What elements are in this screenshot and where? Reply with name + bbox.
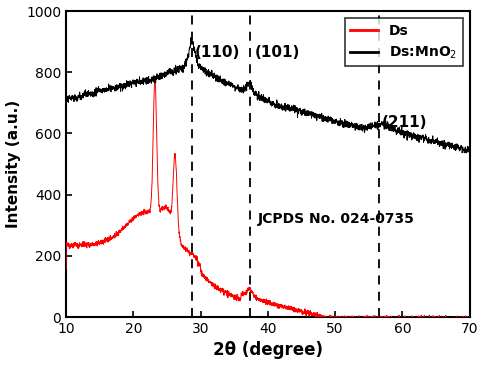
Legend: Ds, Ds:MnO$_2$: Ds, Ds:MnO$_2$ [345,18,463,66]
X-axis label: 2θ (degree): 2θ (degree) [213,341,323,360]
Y-axis label: Intensity (a.u.): Intensity (a.u.) [5,100,20,228]
Text: (211): (211) [382,115,428,130]
Text: (110): (110) [195,45,241,60]
Text: (101): (101) [255,45,300,60]
Text: JCPDS No. 024-0735: JCPDS No. 024-0735 [258,212,415,226]
